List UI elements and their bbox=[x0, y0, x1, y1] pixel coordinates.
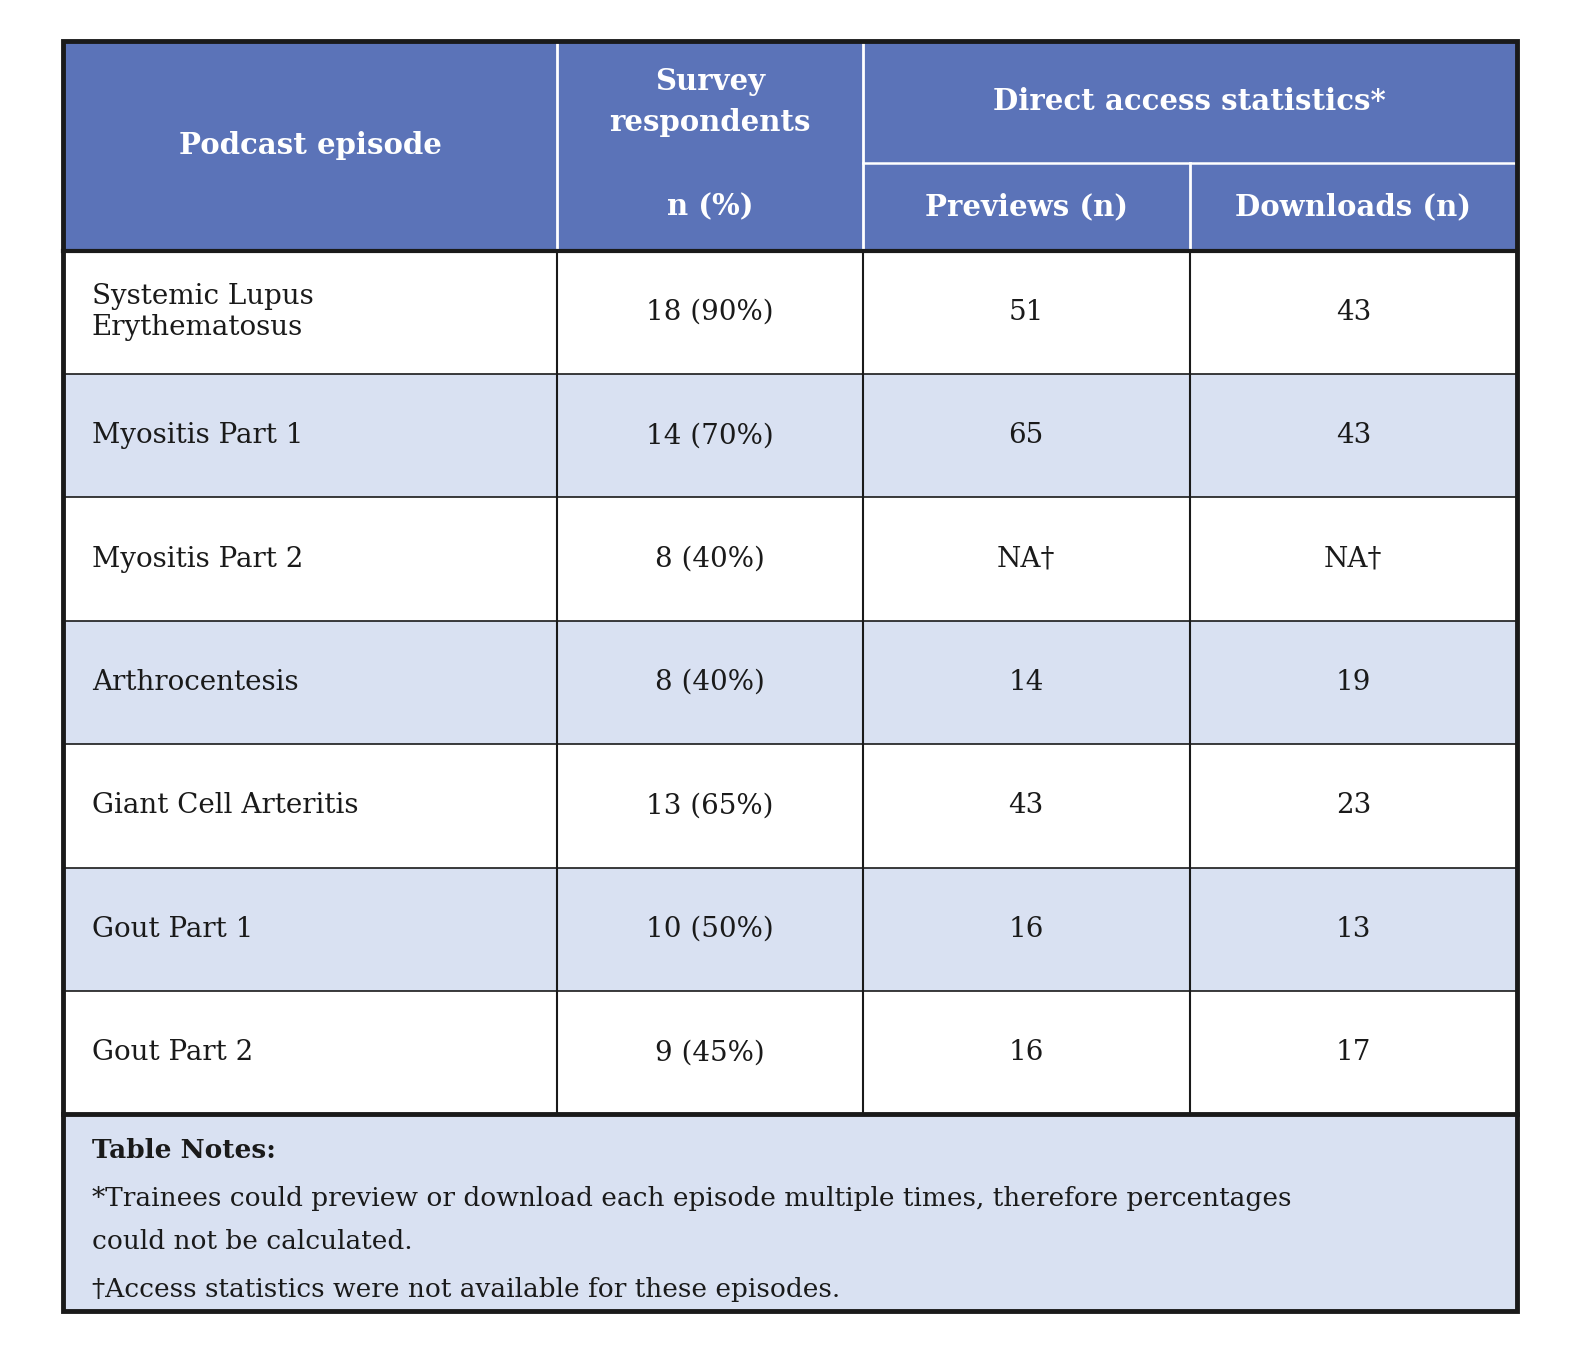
Text: Table Notes:: Table Notes: bbox=[92, 1138, 275, 1162]
Text: n (%): n (%) bbox=[667, 193, 754, 221]
Text: Direct access statistics*: Direct access statistics* bbox=[994, 87, 1386, 116]
Bar bbox=[63, 992, 1517, 1115]
Text: *Trainees could preview or download each episode multiple times, therefore perce: *Trainees could preview or download each… bbox=[92, 1186, 1291, 1210]
Text: 43: 43 bbox=[1335, 299, 1371, 326]
Bar bbox=[63, 620, 1517, 744]
Text: 43: 43 bbox=[1335, 422, 1371, 449]
Text: Gout Part 2: Gout Part 2 bbox=[92, 1040, 253, 1067]
Text: Arthrocentesis: Arthrocentesis bbox=[92, 669, 299, 697]
Text: 19: 19 bbox=[1335, 669, 1371, 697]
Text: 14 (70%): 14 (70%) bbox=[646, 422, 774, 449]
Text: 16: 16 bbox=[1008, 915, 1044, 943]
Text: Myositis Part 1: Myositis Part 1 bbox=[92, 422, 303, 449]
Text: Giant Cell Arteritis: Giant Cell Arteritis bbox=[92, 792, 359, 820]
Text: †Access statistics were not available for these episodes.: †Access statistics were not available fo… bbox=[92, 1277, 841, 1302]
Text: 10 (50%): 10 (50%) bbox=[646, 915, 774, 943]
Text: 51: 51 bbox=[1008, 299, 1044, 326]
Bar bbox=[63, 250, 1517, 374]
Text: Downloads (n): Downloads (n) bbox=[1236, 193, 1471, 221]
Bar bbox=[63, 41, 1517, 250]
Text: NA†: NA† bbox=[1324, 545, 1382, 572]
Text: 18 (90%): 18 (90%) bbox=[646, 299, 774, 326]
Bar bbox=[63, 744, 1517, 867]
Bar bbox=[63, 867, 1517, 992]
Text: 14: 14 bbox=[1008, 669, 1044, 697]
Text: NA†: NA† bbox=[997, 545, 1055, 572]
Text: 65: 65 bbox=[1008, 422, 1044, 449]
Text: Systemic Lupus
Erythematosus: Systemic Lupus Erythematosus bbox=[92, 283, 313, 342]
Text: could not be calculated.: could not be calculated. bbox=[92, 1229, 412, 1254]
Bar bbox=[63, 497, 1517, 620]
Bar bbox=[63, 1115, 1517, 1311]
Bar bbox=[63, 374, 1517, 497]
Text: 43: 43 bbox=[1008, 792, 1044, 820]
Text: Myositis Part 2: Myositis Part 2 bbox=[92, 545, 303, 572]
Text: 13 (65%): 13 (65%) bbox=[646, 792, 774, 820]
Text: 8 (40%): 8 (40%) bbox=[656, 545, 765, 572]
Text: Survey
respondents: Survey respondents bbox=[610, 67, 811, 137]
Text: 23: 23 bbox=[1335, 792, 1371, 820]
Text: 9 (45%): 9 (45%) bbox=[656, 1040, 765, 1067]
Text: 8 (40%): 8 (40%) bbox=[656, 669, 765, 697]
Text: 16: 16 bbox=[1008, 1040, 1044, 1067]
Text: 13: 13 bbox=[1335, 915, 1371, 943]
Text: Podcast episode: Podcast episode bbox=[179, 131, 442, 160]
Text: Previews (n): Previews (n) bbox=[924, 193, 1128, 221]
Text: 17: 17 bbox=[1335, 1040, 1371, 1067]
Text: Gout Part 1: Gout Part 1 bbox=[92, 915, 253, 943]
